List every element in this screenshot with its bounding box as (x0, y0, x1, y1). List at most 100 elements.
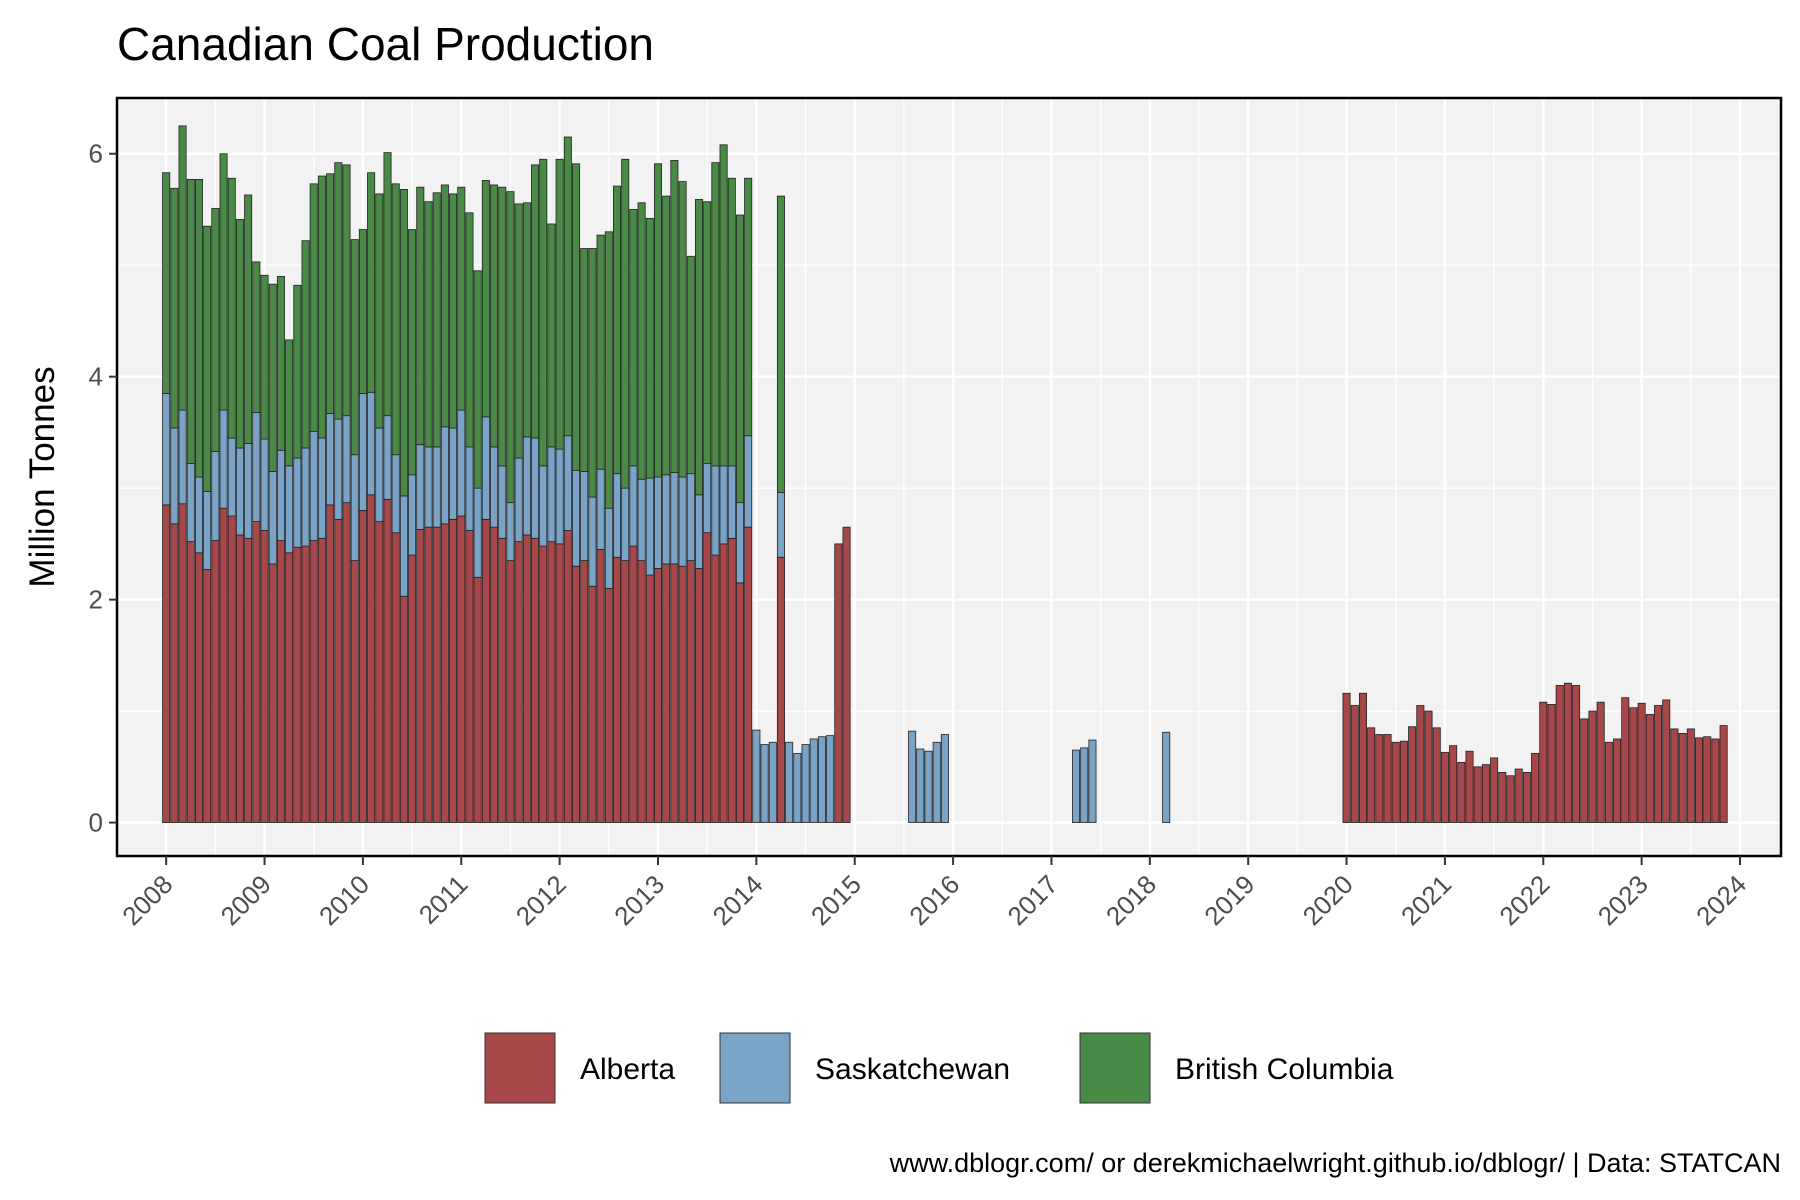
bar-british-columbia (383, 152, 392, 417)
bar-british-columbia (604, 231, 613, 509)
bar-alberta (1522, 772, 1531, 823)
bar-british-columbia (735, 214, 744, 504)
x-tick-label: 2017 (1002, 869, 1064, 931)
bar-saskatchewan (326, 413, 335, 506)
x-tick-label: 2015 (805, 869, 867, 931)
bar-alberta (457, 515, 466, 823)
bar-alberta (670, 563, 679, 823)
bar-alberta (1678, 732, 1687, 823)
bar-alberta (1596, 701, 1605, 823)
bar-saskatchewan (334, 418, 343, 520)
bar-saskatchewan (350, 454, 359, 562)
bar-alberta (686, 560, 695, 823)
bar-alberta (432, 526, 441, 823)
bar-alberta (1391, 741, 1400, 823)
bar-british-columbia (481, 180, 490, 418)
x-tick-label: 2018 (1100, 869, 1162, 931)
x-tick-label: 2008 (116, 869, 178, 931)
y-axis-title: Million Tonnes (23, 366, 62, 587)
bar-british-columbia (301, 240, 310, 449)
x-tick-label: 2010 (313, 869, 375, 931)
bar-alberta (514, 541, 523, 823)
bar-saskatchewan (440, 426, 449, 525)
legend-label: British Columbia (1175, 1053, 1394, 1086)
bar-saskatchewan (826, 735, 835, 823)
bar-saskatchewan (301, 447, 310, 547)
bar-british-columbia (416, 186, 425, 446)
bar-saskatchewan (162, 392, 171, 506)
bar-alberta (194, 552, 203, 823)
bar-british-columbia (309, 183, 318, 432)
bar-saskatchewan (908, 730, 917, 823)
bar-alberta (1711, 738, 1720, 823)
bar-saskatchewan (211, 450, 220, 541)
bar-british-columbia (194, 178, 203, 478)
bar-british-columbia (686, 255, 695, 475)
bar-saskatchewan (580, 471, 589, 562)
bar-saskatchewan (457, 409, 466, 517)
bar-saskatchewan (416, 444, 425, 530)
bar-alberta (326, 504, 335, 823)
bar-alberta (1580, 718, 1589, 823)
legend-label: Saskatchewan (815, 1053, 1010, 1086)
bar-alberta (276, 540, 285, 823)
bar-saskatchewan (432, 446, 441, 528)
bar-saskatchewan (916, 748, 925, 823)
bar-british-columbia (375, 193, 384, 429)
bar-saskatchewan (645, 477, 654, 576)
bar-british-columbia (326, 173, 335, 414)
bar-saskatchewan (178, 409, 187, 505)
bar-alberta (178, 503, 187, 823)
bar-saskatchewan (801, 744, 810, 823)
bar-alberta (563, 530, 572, 823)
bar-saskatchewan (391, 454, 400, 534)
bar-british-columbia (178, 125, 187, 411)
bar-british-columbia (596, 234, 605, 470)
bar-saskatchewan (596, 468, 605, 550)
bar-alberta (555, 543, 564, 823)
y-axis: 0 2 4 6 (89, 139, 117, 838)
bar-british-columbia (260, 274, 269, 440)
bar-saskatchewan (268, 471, 277, 565)
bar-british-columbia (317, 175, 326, 439)
bar-alberta (342, 502, 351, 823)
bar-alberta (776, 556, 785, 823)
bar-alberta (834, 543, 843, 823)
bar-british-columbia (645, 217, 654, 479)
bar-saskatchewan (940, 734, 949, 823)
legend-swatch (1079, 1032, 1151, 1104)
bar-british-columbia (235, 219, 244, 449)
bar-british-columbia (555, 158, 564, 450)
bar-alberta (1416, 705, 1425, 823)
bar-british-columbia (498, 186, 507, 467)
bar-saskatchewan (244, 443, 253, 539)
bar-alberta (1670, 728, 1679, 823)
bar-british-columbia (572, 163, 581, 471)
bar-saskatchewan (531, 437, 540, 539)
bar-saskatchewan (260, 438, 269, 531)
bar-saskatchewan (793, 753, 802, 823)
bar-saskatchewan (186, 463, 195, 543)
y-tick-label: 0 (89, 808, 103, 838)
bar-saskatchewan (276, 449, 285, 541)
bar-british-columbia (219, 153, 228, 411)
bar-alberta (1654, 705, 1663, 823)
bar-alberta (227, 515, 236, 823)
bar-british-columbia (694, 199, 703, 496)
bar-alberta (1432, 727, 1441, 823)
bar-british-columbia (522, 202, 531, 438)
legend-swatch (719, 1032, 791, 1104)
bar-british-columbia (276, 275, 285, 451)
bar-british-columbia (170, 187, 179, 429)
bar-saskatchewan (367, 391, 376, 496)
bar-alberta (572, 565, 581, 823)
bar-saskatchewan (285, 465, 294, 554)
bar-british-columbia (424, 201, 433, 448)
x-tick-label: 2021 (1395, 869, 1457, 931)
bar-saskatchewan (227, 437, 236, 517)
bar-alberta (490, 526, 499, 823)
bar-british-columbia (244, 194, 253, 444)
bar-british-columbia (203, 225, 212, 492)
bar-alberta (621, 560, 630, 823)
bar-alberta (1449, 745, 1458, 823)
